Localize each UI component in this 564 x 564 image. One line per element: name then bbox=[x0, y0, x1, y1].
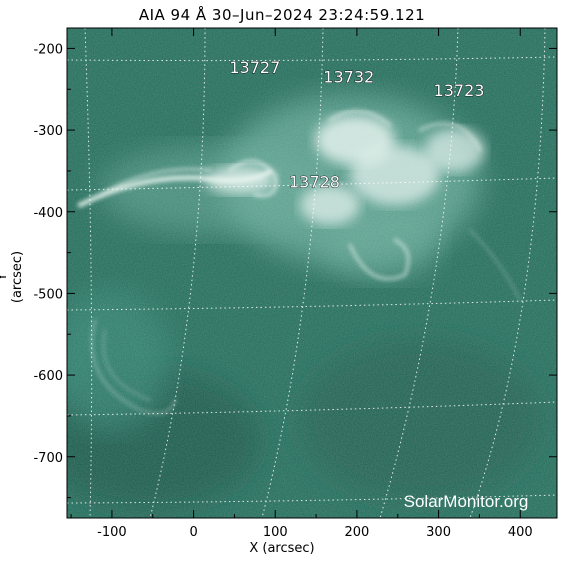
region-label: 13727 bbox=[229, 58, 280, 77]
y-tick-label: -500 bbox=[33, 287, 63, 302]
region-label: 13728 bbox=[289, 172, 340, 191]
y-tick-label: -300 bbox=[33, 124, 63, 139]
plot-frame bbox=[66, 27, 558, 519]
region-label: 13732 bbox=[323, 68, 374, 87]
axis-ticks: -100 0 100 200 300 400 -200 -300 -400 -500 -600 -70… bbox=[33, 28, 557, 540]
y-tick: -200 bbox=[33, 42, 557, 57]
x-tick: -100 bbox=[97, 28, 127, 540]
x-tick-label: 400 bbox=[508, 525, 533, 540]
y-tick: -700 bbox=[33, 451, 557, 466]
y-tick: -400 bbox=[33, 206, 557, 221]
figure-title: AIA 94 Å 30–Jun–2024 23:24:59.121 bbox=[138, 6, 426, 24]
x-tick-label: 100 bbox=[263, 525, 288, 540]
x-tick: 200 bbox=[345, 28, 370, 540]
y-tick-label: -400 bbox=[33, 206, 63, 221]
x-tick: 400 bbox=[508, 28, 533, 540]
x-tick: 100 bbox=[263, 28, 288, 540]
y-tick: -600 bbox=[33, 369, 557, 384]
y-tick-label: -200 bbox=[33, 42, 63, 57]
x-tick-label: -100 bbox=[97, 525, 127, 540]
x-tick-label: 200 bbox=[345, 525, 370, 540]
y-tick-label: -700 bbox=[33, 451, 63, 466]
y-tick: -500 bbox=[33, 287, 557, 302]
y-tick: -300 bbox=[33, 124, 557, 139]
heliographic-grid bbox=[67, 28, 557, 518]
watermark: SolarMonitor.org bbox=[404, 492, 529, 511]
x-tick: 300 bbox=[426, 28, 451, 540]
y-axis-label: Y (arcsec) bbox=[0, 250, 25, 304]
region-label: 13723 bbox=[434, 81, 485, 100]
region-labels: 13727 13732 13723 13728 bbox=[229, 58, 485, 192]
sun-image bbox=[67, 28, 557, 518]
x-tick-label: 0 bbox=[189, 525, 197, 540]
y-tick-label: -600 bbox=[33, 369, 63, 384]
x-tick: 0 bbox=[189, 28, 198, 540]
x-tick-label: 300 bbox=[426, 525, 451, 540]
x-axis-label: X (arcsec) bbox=[249, 541, 315, 556]
